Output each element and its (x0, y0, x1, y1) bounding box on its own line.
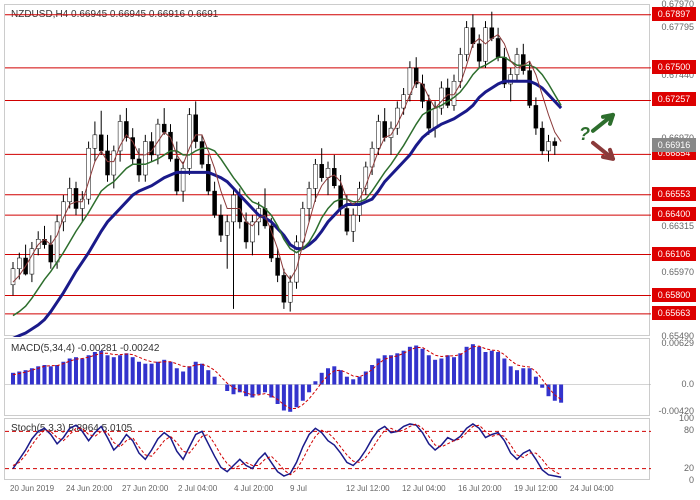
hline-price-box: 0.65800 (652, 288, 696, 302)
hline-price-box: 0.66106 (652, 247, 696, 261)
x-tick: 4 Jul 20:00 (234, 484, 273, 493)
current-price-box: 0.66916 (652, 138, 696, 152)
stoch-panel: Stoch(5,3,3) 5.8964 5.0105 (4, 418, 650, 480)
hline-price-box: 0.67257 (652, 92, 696, 106)
hline-price-box: 0.66400 (652, 207, 696, 221)
hline-price-box: 0.65663 (652, 306, 696, 320)
x-tick: 9 Jul (290, 484, 307, 493)
chart-root: NZDUSD,H4 0.66945 0.66945 0.66916 0.6691… (0, 0, 700, 500)
stoch-ytick: 100 (679, 413, 694, 423)
price-svg: ? (5, 5, 651, 337)
x-tick: 24 Jun 20:00 (66, 484, 112, 493)
x-tick: 12 Jul 12:00 (346, 484, 390, 493)
price-y-axis: 0.654900.659700.663150.669700.674400.677… (650, 4, 696, 336)
x-tick: 2 Jul 04:00 (178, 484, 217, 493)
hline-price-box: 0.67500 (652, 60, 696, 74)
svg-text:?: ? (579, 124, 590, 144)
price-ytick: 0.67795 (661, 22, 694, 32)
x-tick: 27 Jun 20:00 (122, 484, 168, 493)
x-tick: 16 Jul 20:00 (458, 484, 502, 493)
hline-price-box: 0.67897 (652, 7, 696, 21)
stoch-ytick: 0 (689, 475, 694, 485)
price-ytick: 0.65970 (661, 267, 694, 277)
x-tick: 19 Jul 12:00 (514, 484, 558, 493)
stoch-ytick: 20 (684, 463, 694, 473)
x-tick: 24 Jul 04:00 (570, 484, 614, 493)
price-panel: NZDUSD,H4 0.66945 0.66945 0.66916 0.6691… (4, 4, 650, 336)
macd-panel: MACD(5,34,4) -0.00281 -0.00242 (4, 338, 650, 416)
macd-svg (5, 339, 651, 417)
macd-ytick: 0.0 (681, 379, 694, 389)
stoch-svg (5, 419, 651, 481)
price-ytick: 0.66315 (661, 221, 694, 231)
stoch-y-axis: 02080100 (650, 418, 696, 480)
macd-ytick: 0.00629 (661, 338, 694, 348)
x-axis: 20 Jun 2019 24 Jun 20:00 27 Jun 20:00 2 Jul… (4, 484, 650, 498)
macd-y-axis: -0.004200.00.00629 (650, 338, 696, 416)
x-tick: 12 Jul 04:00 (402, 484, 446, 493)
hline-price-box: 0.66553 (652, 187, 696, 201)
x-tick: 20 Jun 2019 (10, 484, 54, 493)
stoch-ytick: 80 (684, 425, 694, 435)
